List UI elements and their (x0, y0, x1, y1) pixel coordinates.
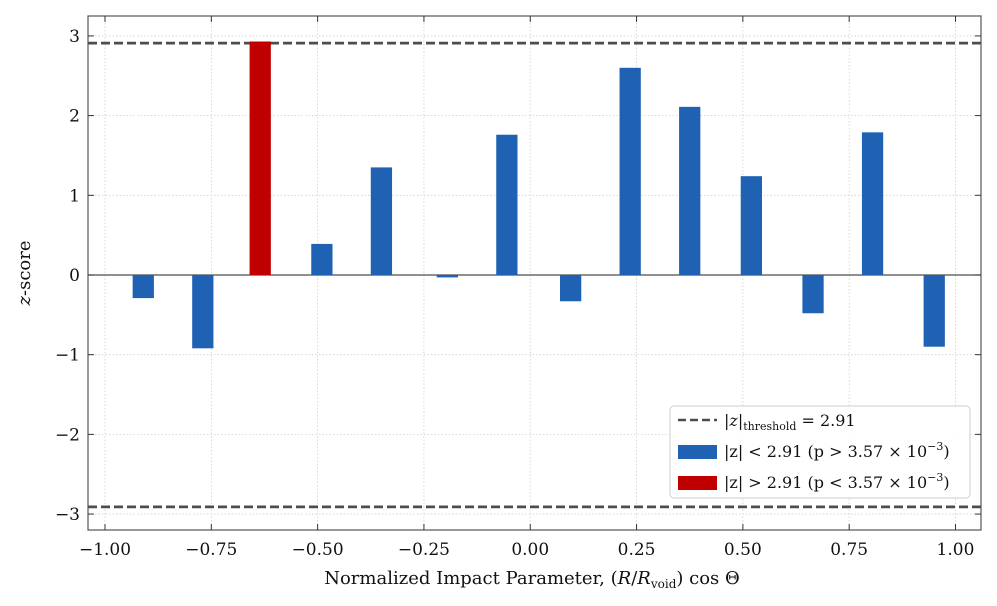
legend-above-label: |z| > 2.91 (p < 3.57 × 10−3) (724, 471, 950, 492)
x-tick-label-0: −1.00 (79, 540, 131, 560)
legend-below-swatch (678, 445, 717, 459)
bar-5 (436, 274, 458, 278)
y-tick-label-5: 2 (69, 107, 80, 127)
y-axis-title: z-score (14, 241, 35, 307)
plot-frame (87, 15, 982, 531)
bar-3 (311, 243, 333, 275)
legend-above-swatch (678, 476, 717, 490)
bar-4 (370, 167, 393, 275)
bar-8 (619, 67, 641, 275)
bar-0 (132, 274, 154, 299)
bars (132, 41, 945, 349)
bar-12 (861, 132, 884, 275)
bar-13 (923, 274, 945, 347)
bar-11 (802, 274, 824, 314)
y-tick-label-6: 3 (69, 27, 80, 47)
y-tick-label-4: 1 (69, 186, 80, 206)
x-tick-label-1: −0.75 (185, 540, 237, 560)
bar-2 (249, 41, 271, 275)
legend: |z|threshold = 2.91 |z| < 2.91 (p > 3.57… (669, 405, 971, 499)
ticks: −1.00 −0.75 −0.50 −0.25 0.00 0.25 0.50 0.75 1.00… (55, 16, 981, 560)
y-tick-label-0: −3 (55, 505, 80, 525)
bar-1 (192, 274, 214, 349)
bar-10 (740, 176, 763, 275)
bar-6 (496, 134, 518, 275)
x-tick-label-2: −0.50 (292, 540, 344, 560)
legend-below-label: |z| < 2.91 (p > 3.57 × 10−3) (724, 440, 950, 461)
legend-threshold-label: |z|threshold = 2.91 (724, 411, 856, 433)
bar-9 (679, 106, 701, 275)
bar-7 (560, 274, 582, 302)
x-tick-label-8: 1.00 (937, 540, 975, 560)
x-tick-label-4: 0.00 (511, 540, 549, 560)
y-tick-label-1: −2 (55, 425, 80, 445)
x-axis-title: Normalized Impact Parameter, (R/Rvoid) c… (324, 568, 740, 591)
reference-lines (88, 41, 981, 509)
legend-box (669, 405, 971, 499)
x-tick-label-3: −0.25 (398, 540, 450, 560)
y-tick-label-3: 0 (69, 266, 80, 286)
y-tick-label-2: −1 (55, 346, 80, 366)
x-tick-label-5: 0.25 (618, 540, 656, 560)
x-tick-label-7: 0.75 (830, 540, 868, 560)
x-tick-label-6: 0.50 (724, 540, 762, 560)
